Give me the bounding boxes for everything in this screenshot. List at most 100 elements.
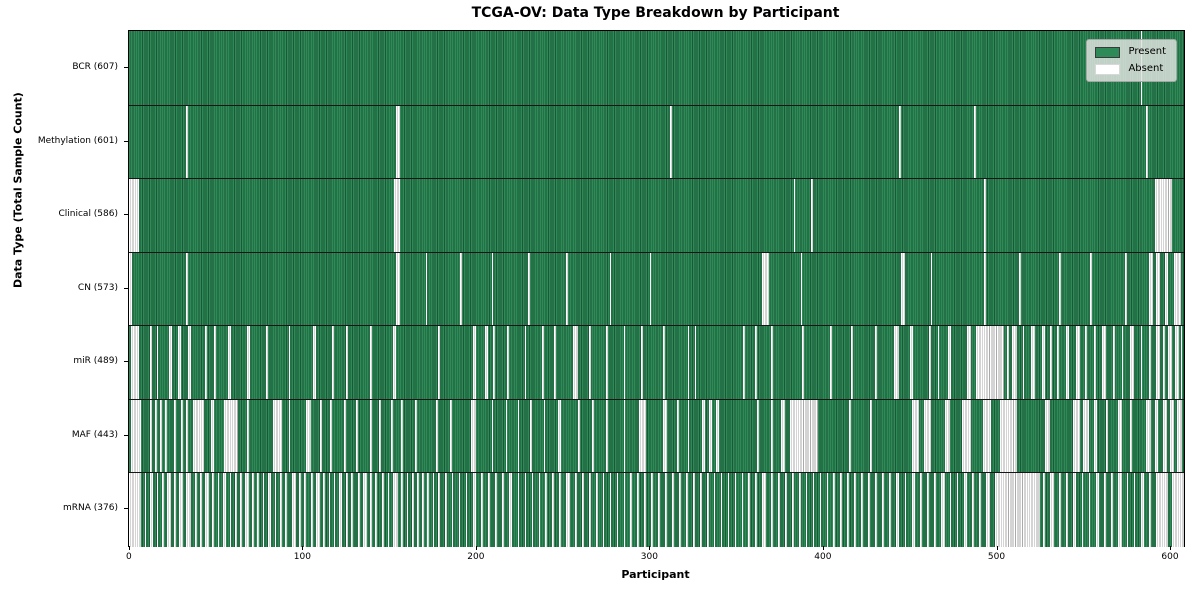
legend-swatch-absent: [1095, 63, 1121, 75]
absent-segment: [819, 473, 822, 547]
absent-segment: [458, 473, 461, 547]
absent-segment: [545, 473, 548, 547]
absent-segment: [901, 253, 905, 326]
absent-segment: [793, 179, 796, 253]
absent-segment: [715, 400, 719, 473]
absent-segment: [1072, 473, 1077, 547]
heatmap-row-mrna: [129, 472, 1184, 547]
absent-segment: [595, 473, 598, 547]
absent-segment: [1066, 473, 1068, 547]
absent-segment: [930, 253, 933, 326]
absent-segment: [1043, 473, 1046, 547]
x-tick-mark: [649, 546, 651, 550]
absent-segment: [904, 473, 907, 547]
absent-segment: [699, 473, 702, 547]
absent-segment: [830, 326, 832, 400]
absent-segment: [1168, 326, 1172, 400]
heatmap-row-cn: [129, 252, 1184, 326]
absent-segment: [391, 400, 393, 473]
absent-segment: [984, 179, 987, 253]
absent-segment: [437, 326, 440, 400]
absent-segment: [1180, 326, 1183, 400]
absent-segment: [899, 106, 902, 179]
y-tick-label-clinical: Clinical (586): [58, 209, 118, 219]
absent-segment: [941, 473, 945, 547]
absent-segment: [509, 473, 513, 547]
absent-segment: [155, 400, 157, 473]
absent-segment: [1007, 326, 1009, 400]
absent-segment: [826, 473, 829, 547]
absent-segment: [1050, 326, 1053, 400]
absent-segment: [186, 106, 188, 179]
absent-segment: [1173, 253, 1181, 326]
absent-segment: [909, 326, 914, 400]
absent-segment: [495, 473, 497, 547]
absent-segment: [1140, 473, 1145, 547]
absent-segment: [305, 400, 312, 473]
absent-segment: [581, 473, 584, 547]
absent-segment: [330, 400, 332, 473]
absent-segment: [1095, 473, 1099, 547]
absent-segment: [262, 473, 265, 547]
absent-segment: [670, 106, 673, 179]
absent-segment: [1000, 400, 1018, 473]
absent-segment: [1022, 326, 1025, 400]
absent-segment: [663, 400, 667, 473]
absent-segment: [701, 400, 706, 473]
absent-segment: [179, 473, 183, 547]
absent-segment: [370, 400, 372, 473]
absent-segment: [491, 253, 494, 326]
absent-segment: [706, 473, 709, 547]
absent-segment: [875, 473, 877, 547]
absent-segment: [186, 400, 188, 473]
absent-segment: [160, 400, 162, 473]
absent-segment: [713, 473, 716, 547]
absent-segment: [257, 473, 260, 547]
absent-segment: [640, 326, 643, 400]
legend-item-absent: Absent: [1095, 63, 1166, 75]
legend-label: Absent: [1128, 63, 1164, 74]
absent-segment: [840, 473, 843, 547]
absent-segment: [193, 400, 204, 473]
absent-segment: [205, 473, 209, 547]
absent-segment: [588, 326, 591, 400]
absent-segment: [332, 326, 334, 400]
absent-segment: [637, 473, 640, 547]
absent-segment: [895, 473, 900, 547]
legend-item-present: Present: [1095, 46, 1166, 58]
absent-segment: [181, 400, 183, 473]
absent-segment: [663, 326, 666, 400]
absent-segment: [484, 326, 489, 400]
absent-segment: [1164, 253, 1169, 326]
absent-segment: [734, 473, 737, 547]
absent-segment: [1163, 326, 1165, 400]
absent-segment: [616, 473, 619, 547]
absent-segment: [472, 473, 477, 547]
absent-segment: [417, 473, 419, 547]
absent-segment: [130, 400, 142, 473]
absent-segment: [630, 473, 633, 547]
absent-segment: [240, 473, 242, 547]
x-axis-title: Participant: [621, 568, 690, 581]
absent-segment: [1125, 253, 1127, 326]
heatmap-row-mir: [129, 325, 1184, 400]
absent-segment: [1059, 473, 1061, 547]
absent-segment: [875, 326, 877, 400]
absent-segment: [1104, 473, 1106, 547]
absent-segment: [609, 473, 612, 547]
absent-segment: [743, 326, 745, 400]
absent-segment: [975, 326, 1004, 400]
absent-segment: [406, 473, 409, 547]
absent-segment: [1171, 473, 1184, 547]
absent-segment: [937, 326, 940, 400]
absent-segment: [1145, 106, 1148, 179]
absent-segment: [382, 473, 385, 547]
absent-segment: [639, 400, 647, 473]
y-tick-mark: [124, 435, 128, 436]
absent-segment: [967, 326, 971, 400]
absent-segment: [1130, 326, 1134, 400]
absent-segment: [528, 253, 530, 326]
absent-segment: [273, 400, 282, 473]
absent-segment: [606, 400, 608, 473]
